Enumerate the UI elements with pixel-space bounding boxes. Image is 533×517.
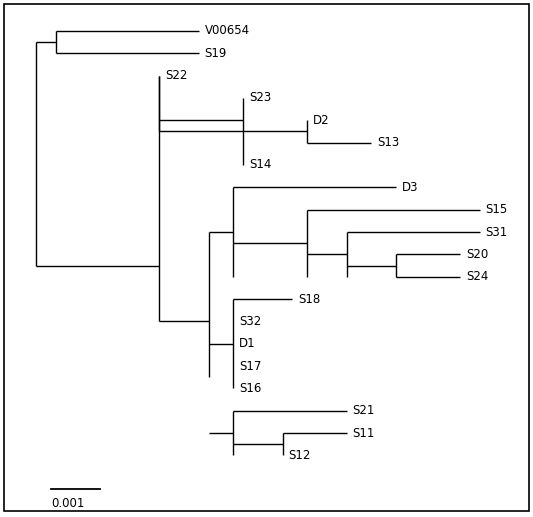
Text: D3: D3 xyxy=(402,181,418,194)
Text: S21: S21 xyxy=(352,404,375,417)
Text: S14: S14 xyxy=(249,159,271,172)
Text: S16: S16 xyxy=(239,382,262,395)
Text: S17: S17 xyxy=(239,359,262,373)
Text: D1: D1 xyxy=(239,337,256,350)
Text: V00654: V00654 xyxy=(205,24,250,37)
Text: S23: S23 xyxy=(249,92,271,104)
Text: S24: S24 xyxy=(466,270,488,283)
Text: S18: S18 xyxy=(298,293,320,306)
Text: S31: S31 xyxy=(486,225,508,238)
Text: 0.001: 0.001 xyxy=(51,497,84,510)
Text: S11: S11 xyxy=(352,427,375,439)
Text: S13: S13 xyxy=(377,136,399,149)
Text: S20: S20 xyxy=(466,248,488,261)
Text: S22: S22 xyxy=(165,69,188,82)
Text: S32: S32 xyxy=(239,315,261,328)
Text: S12: S12 xyxy=(288,449,311,462)
Text: S19: S19 xyxy=(205,47,227,60)
Text: S15: S15 xyxy=(486,203,508,216)
Text: D2: D2 xyxy=(313,114,330,127)
